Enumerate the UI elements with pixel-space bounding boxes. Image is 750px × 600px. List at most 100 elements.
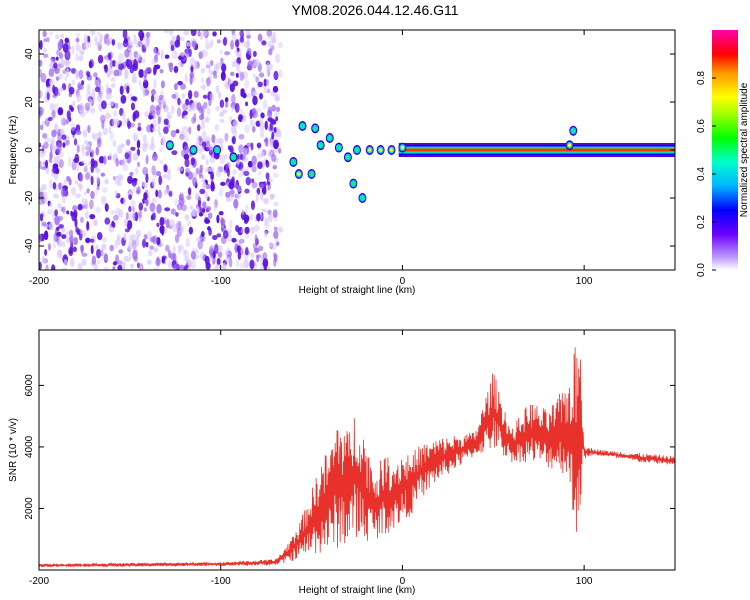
noise-speckle: [159, 159, 164, 165]
noise-speckle: [201, 119, 206, 130]
noise-speckle: [201, 145, 205, 152]
noise-speckle: [66, 210, 70, 215]
noise-speckle: [119, 174, 124, 181]
noise-speckle: [81, 258, 87, 266]
noise-speckle: [71, 79, 76, 86]
noise-speckle: [190, 30, 197, 37]
noise-speckle: [111, 39, 116, 46]
noise-speckle: [54, 103, 59, 112]
noise-speckle: [264, 120, 268, 131]
noise-speckle: [39, 106, 44, 116]
noise-speckle: [145, 199, 149, 207]
noise-speckle: [240, 88, 245, 93]
spectral-blob-core: [309, 172, 314, 176]
colorbar-tick-label: 0.4: [696, 167, 707, 181]
noise-speckle: [174, 83, 178, 91]
noise-speckle: [272, 172, 279, 178]
noise-speckle: [65, 118, 70, 125]
noise-speckle: [91, 132, 96, 140]
noise-speckle: [68, 86, 75, 95]
noise-speckle: [133, 255, 138, 263]
noise-speckle: [170, 104, 175, 115]
noise-speckle: [89, 199, 94, 210]
colorbar: [712, 30, 738, 270]
noise-speckle: [56, 91, 61, 97]
noise-speckle: [113, 239, 118, 250]
noise-speckle: [76, 92, 82, 103]
noise-speckle: [95, 244, 99, 251]
noise-speckle: [231, 237, 237, 243]
noise-speckle: [184, 158, 190, 168]
noise-speckle: [128, 251, 132, 260]
noise-speckle: [41, 221, 47, 227]
noise-speckle: [170, 129, 177, 138]
noise-speckle: [172, 223, 178, 232]
snr-line: [39, 347, 675, 568]
noise-speckle: [240, 248, 244, 256]
noise-speckle: [239, 108, 244, 115]
noise-speckle: [244, 226, 250, 235]
noise-speckle: [158, 189, 162, 199]
noise-speckle: [131, 72, 137, 83]
noise-speckle: [91, 149, 95, 158]
noise-speckle: [79, 216, 84, 224]
noise-speckle: [72, 100, 76, 109]
noise-speckle: [228, 181, 235, 190]
y-tick-label: 20: [24, 96, 35, 108]
noise-speckle: [149, 202, 156, 213]
noise-speckle: [255, 254, 261, 259]
noise-speckle: [266, 30, 273, 37]
noise-speckle: [62, 42, 69, 53]
noise-speckle: [184, 134, 189, 144]
noise-speckle: [39, 59, 43, 67]
noise-speckle: [145, 31, 150, 38]
noise-speckle: [42, 191, 48, 199]
noise-speckle: [49, 78, 55, 86]
noise-speckle: [222, 262, 227, 270]
noise-speckle: [255, 120, 261, 127]
noise-speckle: [72, 205, 78, 212]
y-tick-label: -40: [24, 238, 35, 253]
noise-speckle: [105, 112, 111, 119]
noise-speckle: [185, 238, 191, 248]
noise-speckle: [61, 227, 66, 233]
noise-speckle: [122, 39, 129, 48]
noise-speckle: [118, 249, 124, 254]
noise-speckle: [68, 104, 73, 111]
noise-speckle: [238, 173, 242, 178]
noise-speckle: [172, 245, 176, 254]
noise-speckle: [61, 234, 67, 239]
noise-speckle: [211, 134, 216, 144]
noise-speckle: [204, 116, 209, 123]
noise-speckle: [186, 41, 191, 47]
noise-speckle: [183, 249, 187, 255]
noise-speckle: [252, 95, 258, 106]
noise-speckle: [249, 119, 255, 128]
noise-speckle: [225, 191, 231, 198]
noise-speckle: [167, 171, 171, 181]
x-tick-label: 0: [400, 576, 406, 587]
spectral-blob-core: [215, 148, 219, 152]
noise-speckle: [64, 76, 68, 81]
noise-speckle: [236, 159, 240, 165]
noise-speckle: [39, 213, 44, 218]
noise-speckle: [187, 89, 193, 100]
noise-speckle: [151, 165, 156, 176]
noise-speckle: [40, 149, 47, 157]
noise-speckle: [228, 228, 233, 235]
noise-speckle: [131, 205, 135, 213]
noise-speckle: [95, 175, 100, 185]
noise-speckle: [136, 186, 141, 194]
noise-speckle: [63, 258, 68, 266]
noise-speckle: [145, 173, 149, 184]
noise-speckle: [216, 258, 221, 265]
noise-speckle: [53, 193, 60, 199]
noise-speckle: [150, 136, 155, 146]
noise-speckle: [202, 49, 209, 58]
noise-speckle: [193, 112, 197, 123]
noise-speckle: [135, 229, 141, 238]
noise-speckle: [157, 124, 161, 135]
noise-speckle: [123, 232, 127, 241]
noise-speckle: [154, 64, 161, 70]
noise-speckle: [231, 105, 235, 112]
